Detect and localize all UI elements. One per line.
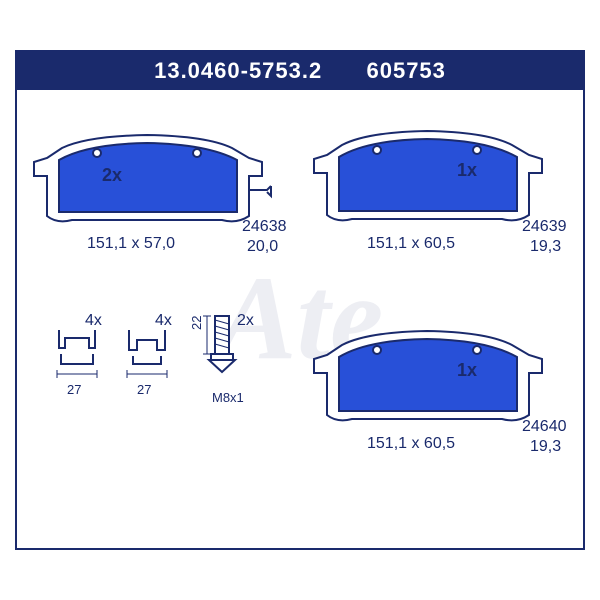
qty-bolt: 2x [237, 312, 254, 330]
dim-pad-1: 151,1 x 57,0 [87, 235, 175, 253]
part-number-full: 13.0460-5753.2 [154, 58, 322, 83]
partnum-pad-2: 24639 [522, 218, 567, 236]
dim-pad-3: 151,1 x 60,5 [367, 435, 455, 453]
qty-clip-1: 4x [85, 312, 102, 330]
thick-pad-1: 20,0 [247, 238, 278, 256]
dim-pad-2: 151,1 x 60,5 [367, 235, 455, 253]
length-bolt: 22 [189, 316, 204, 330]
diagram-content: Ate 2x 151,1 x 57,0 24638 20,0 [17, 90, 583, 546]
part-number-short: 605753 [366, 58, 445, 83]
qty-pad-1: 2x [102, 165, 122, 186]
title-bar: 13.0460-5753.2 605753 [17, 52, 583, 90]
diagram-frame: 13.0460-5753.2 605753 Ate 2x 151,1 x 57,… [15, 50, 585, 550]
qty-pad-3: 1x [457, 360, 477, 381]
partnum-pad-3: 24640 [522, 418, 567, 436]
dim-clip-1: 27 [67, 382, 81, 397]
thick-pad-2: 19,3 [530, 238, 561, 256]
brake-pad-top-left [27, 120, 277, 250]
dim-clip-2: 27 [137, 382, 151, 397]
brake-pad-top-right [307, 115, 557, 250]
qty-clip-2: 4x [155, 312, 172, 330]
brake-pad-bottom-right [307, 315, 557, 450]
partnum-pad-1: 24638 [242, 218, 287, 236]
thread-bolt: M8x1 [212, 390, 244, 405]
qty-pad-2: 1x [457, 160, 477, 181]
thick-pad-3: 19,3 [530, 438, 561, 456]
